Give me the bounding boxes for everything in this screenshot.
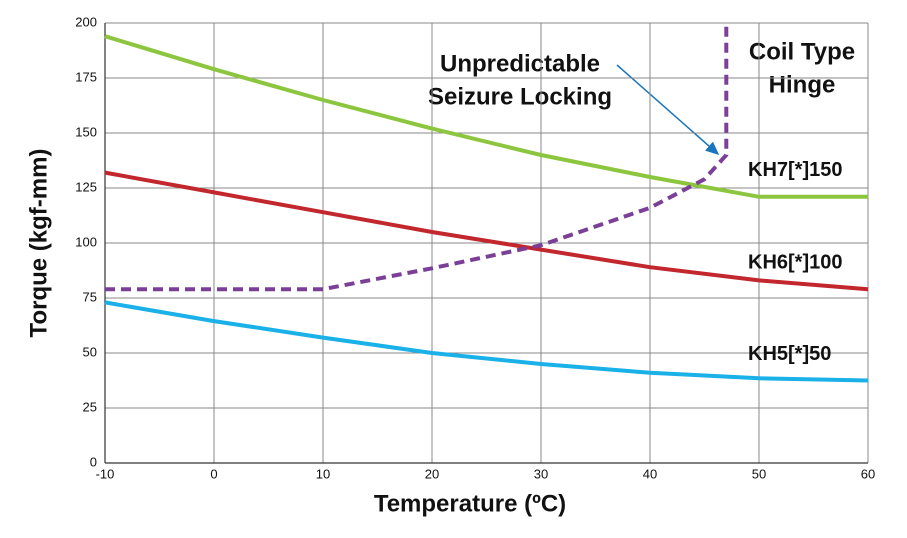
y-tick-label: 200: [75, 14, 97, 29]
y-tick-label: 175: [75, 69, 97, 84]
series-label: KH6[*]100: [748, 251, 842, 273]
y-tick-label: 125: [75, 179, 97, 194]
annotation-arrow: [616, 64, 720, 155]
x-tick-label: -10: [96, 466, 115, 481]
x-tick-label: 0: [210, 466, 217, 481]
series-label: KH5[*]50: [748, 343, 831, 365]
y-tick-label: 75: [83, 289, 97, 304]
y-tick-label: 50: [83, 344, 97, 359]
y-tick-label: 25: [83, 399, 97, 414]
annotation: Seizure Locking: [428, 83, 612, 110]
x-tick-label: 50: [752, 466, 766, 481]
y-tick-label: 150: [75, 124, 97, 139]
series-line: [104, 170, 869, 292]
x-tick-label: 30: [534, 466, 548, 481]
y-tick-label: 0: [90, 454, 97, 469]
series-line: [104, 34, 868, 199]
annotation: Unpredictable: [440, 50, 600, 77]
series-label: KH7[*]150: [748, 159, 842, 181]
annotation: Hinge: [769, 71, 836, 98]
x-tick-label: 20: [425, 466, 439, 481]
series-line: [105, 23, 729, 292]
x-tick-label: 40: [643, 466, 657, 481]
y-axis-label: Torque (kgf-mm): [25, 149, 52, 338]
x-axis-label: Temperature (ºC): [374, 490, 566, 517]
x-tick-label: 60: [861, 466, 875, 481]
x-tick-label: 10: [316, 466, 330, 481]
y-tick-label: 100: [75, 234, 97, 249]
series-line: [104, 300, 869, 383]
annotation: Coil Type: [749, 38, 855, 65]
